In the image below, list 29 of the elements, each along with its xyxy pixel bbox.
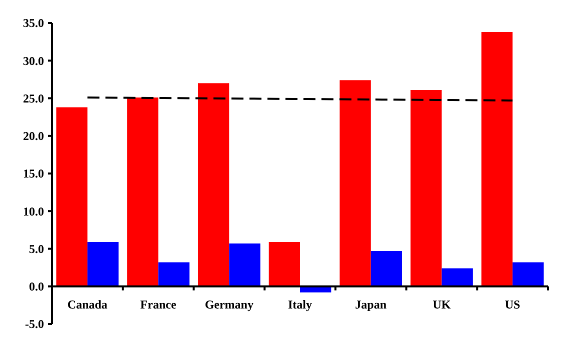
y-tick-label: 10.0 (23, 204, 44, 218)
y-tick-label: 30.0 (23, 54, 44, 68)
y-tick-label: 20.0 (23, 129, 44, 144)
x-tick-label: France (140, 297, 177, 312)
bar (410, 90, 442, 286)
bar (442, 268, 473, 286)
y-tick-label: 0.0 (29, 280, 44, 294)
bar (127, 98, 158, 286)
x-tick-label: UK (432, 297, 452, 312)
bar (340, 80, 371, 286)
bar (370, 251, 402, 286)
y-tick-label: 35.0 (23, 16, 44, 30)
bar (268, 242, 300, 286)
bar (512, 262, 544, 286)
bar (56, 107, 88, 286)
y-tick-label: -5.0 (25, 317, 44, 332)
x-tick-label: Canada (67, 297, 108, 312)
x-tick-label: Italy (288, 297, 312, 312)
y-tick-label: 5.0 (29, 242, 44, 256)
bar (158, 262, 190, 286)
y-tick-label: 25.0 (23, 91, 44, 106)
x-tick-label: Germany (204, 297, 254, 312)
x-tick-label: US (504, 297, 521, 312)
y-tick-label: 15.0 (23, 166, 44, 181)
bar (198, 83, 230, 286)
bar (481, 32, 513, 286)
bar (87, 242, 119, 286)
bar (229, 243, 260, 286)
x-tick-label: Japan (355, 297, 387, 312)
